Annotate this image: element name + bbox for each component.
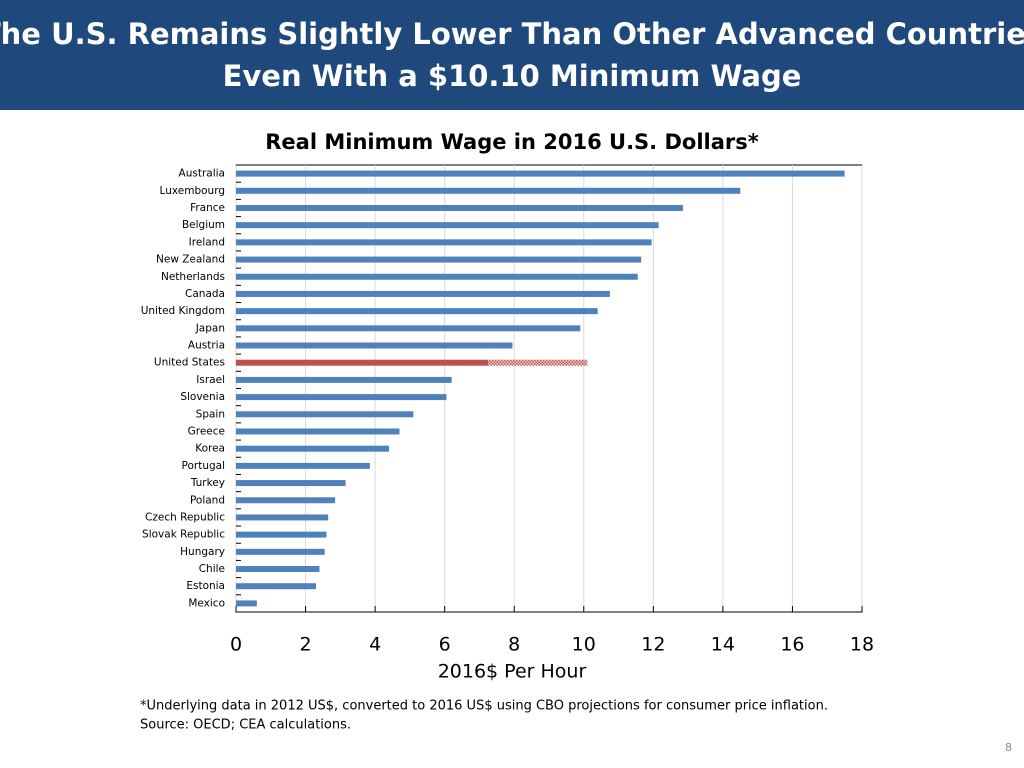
bar (236, 222, 659, 229)
x-tick-label: 18 (850, 634, 874, 656)
bar (236, 308, 598, 315)
bar (236, 256, 642, 263)
y-tick-label: Netherlands (161, 271, 225, 283)
slide-title: Even With a $10.10 Minimum Wage (223, 59, 802, 93)
y-tick-label: Canada (185, 288, 225, 300)
bar (236, 170, 845, 177)
bar (236, 480, 346, 487)
bar (236, 600, 257, 607)
x-axis-label: 2016$ Per Hour (438, 661, 587, 683)
y-tick-label: Ireland (189, 236, 225, 248)
y-tick-label: Korea (195, 443, 225, 455)
x-tick-label: 14 (711, 634, 735, 656)
x-tick-label: 0 (230, 634, 242, 656)
y-tick-label: Greece (188, 425, 225, 437)
bar (236, 548, 325, 555)
bar (236, 514, 329, 521)
x-tick-label: 16 (780, 634, 804, 656)
slide-title: The U.S. Remains Slightly Lower Than Oth… (0, 17, 1024, 51)
bar (236, 342, 513, 349)
bar (236, 359, 489, 366)
x-tick-label: 6 (439, 634, 451, 656)
x-tick-label: 12 (641, 634, 665, 656)
y-tick-label: Turkey (190, 477, 225, 489)
bar (236, 239, 652, 246)
bar (236, 411, 414, 418)
header-band (0, 0, 1024, 110)
y-tick-label: Czech Republic (145, 511, 225, 523)
bar (236, 376, 452, 383)
y-tick-label: Australia (179, 168, 225, 180)
bar (236, 204, 683, 211)
bar (236, 428, 400, 435)
y-tick-label: Austria (188, 340, 225, 352)
y-tick-label: Poland (190, 494, 225, 506)
x-tick-label: 8 (508, 634, 520, 656)
x-tick-label: 10 (572, 634, 596, 656)
y-tick-label: Estonia (186, 580, 225, 592)
x-tick-label: 2 (300, 634, 312, 656)
chart-title: Real Minimum Wage in 2016 U.S. Dollars* (265, 130, 758, 154)
page-number: 8 (1005, 741, 1012, 754)
bar (236, 394, 447, 401)
y-tick-label: Slovenia (180, 391, 225, 403)
y-tick-label: Israel (196, 374, 225, 386)
bar (236, 187, 741, 194)
bar (236, 325, 581, 332)
bar (236, 497, 336, 504)
y-tick-label: New Zealand (156, 254, 225, 266)
bar-extension (488, 359, 588, 366)
y-tick-label: Belgium (182, 219, 225, 231)
bar (236, 273, 638, 280)
y-tick-label: Slovak Republic (142, 529, 225, 541)
y-tick-label: France (190, 202, 225, 214)
y-tick-label: Chile (199, 563, 225, 575)
y-tick-label: Japan (195, 322, 225, 334)
y-tick-label: United States (154, 357, 225, 369)
bar (236, 531, 327, 538)
y-tick-label: Portugal (182, 460, 226, 472)
bar (236, 462, 370, 469)
footnote: *Underlying data in 2012 US$, converted … (140, 699, 828, 714)
y-tick-label: Luxembourg (160, 185, 225, 197)
plot-frame (235, 164, 863, 613)
bar (236, 566, 320, 573)
source-note: Source: OECD; CEA calculations. (140, 718, 351, 733)
bar (236, 445, 390, 452)
y-tick-label: Spain (196, 408, 225, 420)
bar (236, 290, 610, 297)
y-tick-label: United Kingdom (141, 305, 225, 317)
bar (236, 583, 316, 590)
y-tick-label: Mexico (188, 597, 225, 609)
x-tick-label: 4 (369, 634, 381, 656)
y-tick-label: Hungary (180, 546, 225, 558)
